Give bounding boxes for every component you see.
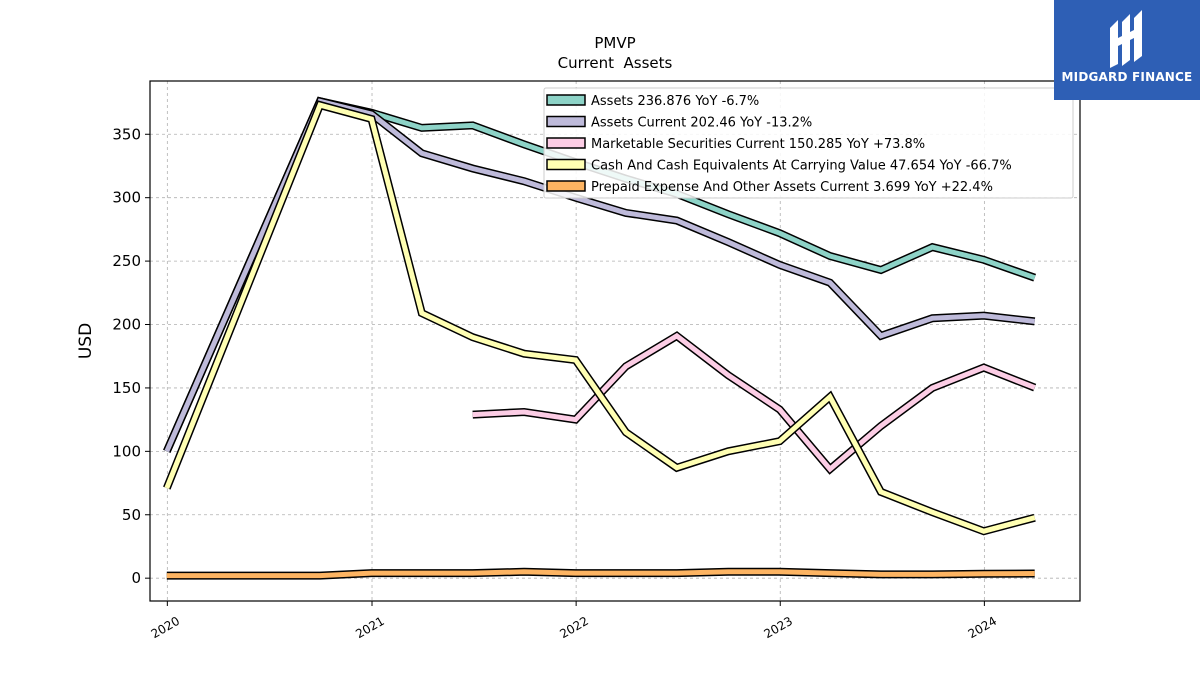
x-tick-label: 2020 <box>149 614 182 641</box>
series-line-3 <box>472 332 1036 473</box>
legend-swatch-2 <box>546 115 586 128</box>
y-tick-label: 0 <box>131 569 141 587</box>
x-tick-label: 2023 <box>762 614 795 641</box>
midgard-logo-icon <box>1110 10 1142 68</box>
series-lines <box>163 96 1037 580</box>
legend-label-5: Prepaid Expense And Other Assets Current… <box>591 180 993 195</box>
legend-swatch-3 <box>546 137 586 149</box>
y-axis-label: USD <box>76 323 96 359</box>
chart-subtitle: Current Assets <box>558 54 673 72</box>
y-tick-label: 150 <box>112 379 141 397</box>
y-tick-label: 200 <box>112 316 141 334</box>
x-tick-label: 2021 <box>353 614 386 641</box>
series-line-4 <box>164 102 1036 534</box>
x-tick-label: 2022 <box>557 614 590 641</box>
y-tick-label: 300 <box>112 189 141 207</box>
legend-label-3: Marketable Securities Current 150.285 Yo… <box>591 137 925 152</box>
brand-name: MIDGARD FINANCE <box>1061 70 1193 84</box>
y-tick-label: 250 <box>112 252 141 270</box>
y-tick-label: 100 <box>112 442 141 460</box>
legend-swatch-4 <box>546 158 586 171</box>
series-line-5 <box>166 569 1035 579</box>
series-line-2 <box>164 98 1035 453</box>
brand-logo: MIDGARD FINANCE <box>1054 0 1200 100</box>
legend-swatch-1 <box>546 94 586 106</box>
x-tick-label: 2024 <box>966 614 999 641</box>
legend-label-1: Assets 236.876 YoY -6.7% <box>591 94 759 109</box>
legend-box <box>543 87 1074 199</box>
legend-label-4: Cash And Cash Equivalents At Carrying Va… <box>591 159 1012 174</box>
legend-swatch-5 <box>546 180 586 192</box>
legend: Assets 236.876 YoY -6.7% Assets Current 2… <box>543 87 1074 199</box>
y-tick-label: 50 <box>122 506 141 524</box>
axes: 0 50 100 150 200 250 300 350 2020 2021 2022 2023 202… <box>112 125 999 641</box>
legend-label-2: Assets Current 202.46 YoY -13.2% <box>591 116 812 131</box>
y-tick-label: 350 <box>112 125 141 143</box>
chart-title: PMVP <box>594 34 635 52</box>
plot-frame <box>149 80 1081 602</box>
